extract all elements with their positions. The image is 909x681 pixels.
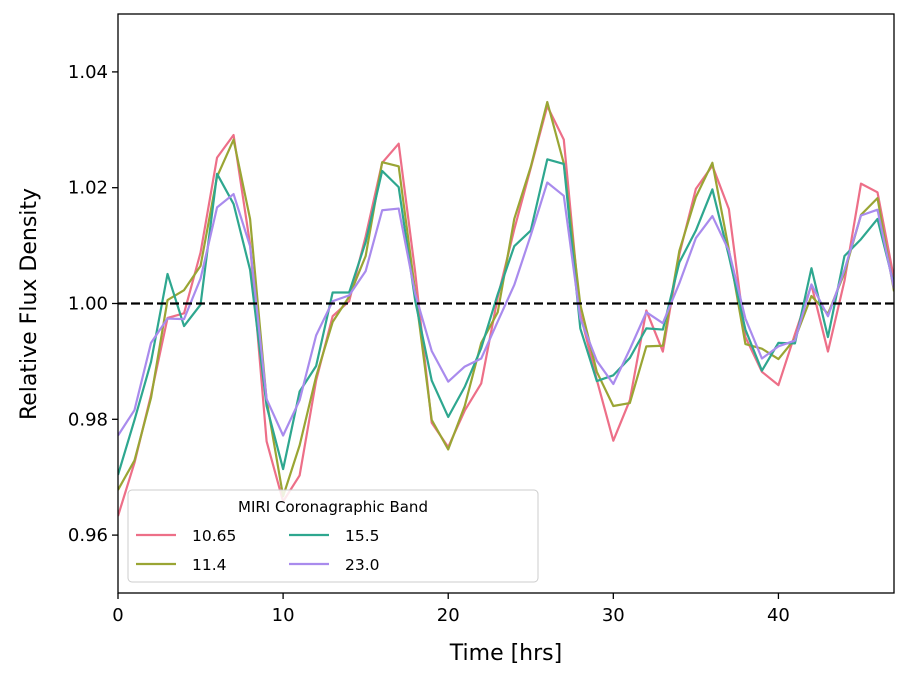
y-tick-label: 1.00: [68, 294, 108, 315]
y-tick-label: 1.04: [68, 62, 108, 83]
series-line-11-4: [118, 100, 894, 498]
x-tick-label: 10: [272, 605, 295, 626]
legend-label: 10.65: [192, 527, 236, 545]
legend-entries: 10.65 11.4 15.5 23.0: [136, 527, 380, 574]
y-tick-label: 0.96: [68, 525, 108, 546]
y-tick-label: 1.02: [68, 178, 108, 199]
x-tick-label: 30: [602, 605, 625, 626]
y-tick-label: 0.98: [68, 409, 108, 430]
legend-label: 11.4: [192, 556, 227, 574]
legend-entry-23-0: 23.0: [289, 556, 380, 574]
legend-title: MIRI Coronagraphic Band: [238, 498, 428, 516]
legend-label: 23.0: [345, 556, 380, 574]
y-axis-label: Relative Flux Density: [17, 188, 42, 420]
x-tick-label: 0: [112, 605, 123, 626]
plot-frame: [117, 13, 895, 594]
legend: MIRI Coronagraphic Band 10.65 11.4 15.5 23.…: [127, 489, 539, 583]
legend-label: 15.5: [345, 527, 380, 545]
legend-entry-11-4: 11.4: [136, 556, 227, 574]
ticks-layer: 0 10 20 30 40 0.96 0.98 1.00 1.02 1.04: [68, 62, 790, 626]
x-tick-label: 40: [767, 605, 790, 626]
series-line-23-0: [118, 181, 894, 437]
series-layer: [118, 100, 894, 517]
x-tick-label: 20: [437, 605, 460, 626]
x-axis-label: Time [hrs]: [449, 641, 562, 666]
series-line-15-5: [118, 158, 894, 476]
legend-box: [127, 489, 539, 583]
legend-entry-15-5: 15.5: [289, 527, 380, 545]
legend-entry-10-65: 10.65: [136, 527, 236, 545]
